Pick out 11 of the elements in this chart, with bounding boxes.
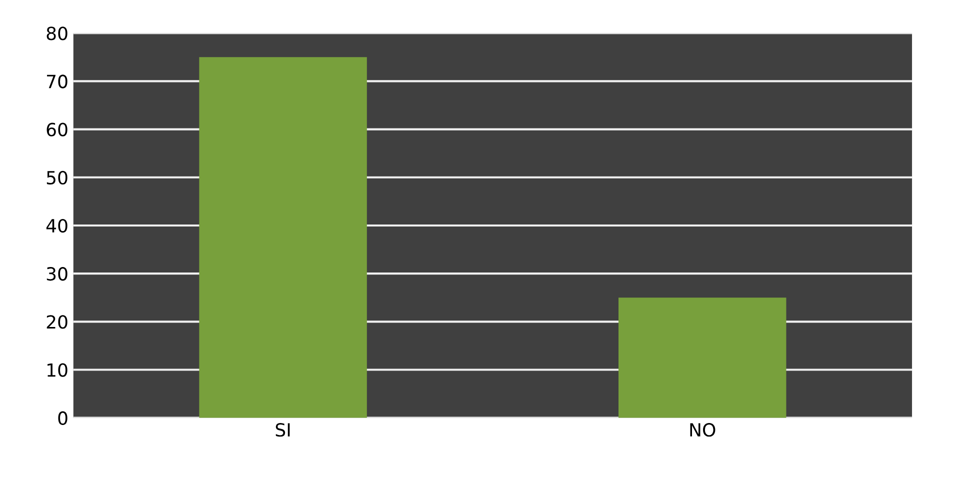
y-tick-label: 60 bbox=[46, 122, 68, 136]
y-tick-label: 50 bbox=[46, 170, 68, 185]
y-tick-label: 40 bbox=[46, 218, 68, 233]
x-tick-label: NO bbox=[690, 423, 716, 437]
y-tick-label: 30 bbox=[46, 267, 68, 281]
y-tick-label: 80 bbox=[46, 26, 68, 40]
y-tick-label: 70 bbox=[47, 74, 68, 88]
x-tick-label: SI bbox=[276, 423, 290, 437]
y-tick-label: 10 bbox=[48, 363, 68, 377]
y-tick-label: 20 bbox=[46, 315, 68, 329]
y-tick-label: 0 bbox=[58, 411, 68, 425]
